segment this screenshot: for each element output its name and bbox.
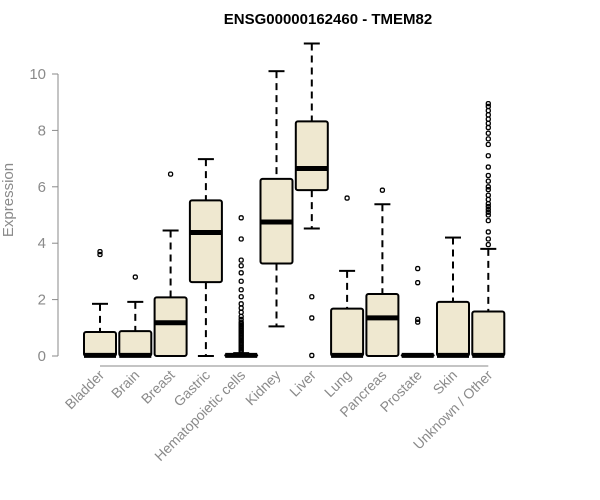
box-6 xyxy=(294,42,329,359)
box-rect xyxy=(365,292,400,357)
outlier-point xyxy=(485,196,491,203)
outlier-point xyxy=(238,313,244,320)
outlier-point xyxy=(309,315,315,321)
outlier-point xyxy=(485,241,491,248)
x-tick-label: Skin xyxy=(430,367,461,398)
y-axis: 0 2 4 6 8 10 xyxy=(29,66,59,365)
outlier-point xyxy=(485,112,491,118)
outlier-point xyxy=(415,319,421,325)
outlier-point xyxy=(485,103,491,110)
outlier-point xyxy=(344,195,350,201)
outlier-point xyxy=(485,120,491,126)
outlier-point xyxy=(238,301,244,307)
outlier-point xyxy=(485,236,491,242)
outlier-point xyxy=(415,280,421,286)
box-rect xyxy=(153,296,188,357)
outlier-point xyxy=(238,309,244,315)
y-tick-label: 4 xyxy=(38,235,46,252)
outlier-point xyxy=(238,263,244,269)
outlier-point xyxy=(485,206,491,213)
outlier-point xyxy=(309,294,315,300)
outlier-point xyxy=(132,274,138,280)
box-2 xyxy=(153,171,188,357)
outlier-point xyxy=(485,116,491,122)
outlier-point xyxy=(485,136,491,142)
boxes-group xyxy=(83,42,506,359)
outlier-point xyxy=(485,184,491,190)
box-7 xyxy=(330,195,365,358)
y-axis-label: Expression xyxy=(0,163,17,237)
outlier-point xyxy=(415,316,421,322)
outlier-point xyxy=(485,203,491,210)
outlier-point xyxy=(485,108,491,114)
box-4 xyxy=(224,215,259,358)
outlier-point xyxy=(238,287,244,293)
outlier-point xyxy=(238,270,244,276)
box-11 xyxy=(471,100,506,358)
outlier-point xyxy=(485,178,491,184)
outlier-point xyxy=(309,352,315,359)
outlier-point xyxy=(485,229,491,235)
outlier-point xyxy=(238,278,244,284)
box-rect xyxy=(436,300,470,357)
box-1 xyxy=(118,274,153,358)
box-5 xyxy=(259,70,294,328)
outlier-point xyxy=(238,294,244,300)
y-tick-label: 6 xyxy=(38,179,46,196)
y-tick-label: 8 xyxy=(38,122,46,139)
box-rect xyxy=(188,199,223,284)
x-tick-label: Kidney xyxy=(242,367,284,409)
outlier-point xyxy=(97,249,103,255)
y-tick-label: 10 xyxy=(29,66,46,83)
box-rect xyxy=(471,310,506,357)
box-10 xyxy=(436,236,470,358)
outlier-point xyxy=(485,100,491,107)
y-tick-label: 0 xyxy=(38,348,46,365)
outlier-point xyxy=(485,209,491,215)
outlier-point xyxy=(238,215,244,221)
outlier-point xyxy=(485,164,491,170)
outlier-point xyxy=(485,186,491,193)
outlier-point xyxy=(485,172,491,179)
outlier-point xyxy=(238,305,244,311)
box-3 xyxy=(188,158,223,357)
outlier-point xyxy=(485,201,491,207)
outlier-point xyxy=(238,319,244,325)
outlier-point xyxy=(485,124,491,131)
outlier-point xyxy=(485,141,491,148)
outlier-point xyxy=(97,251,103,258)
box-9 xyxy=(400,265,435,358)
box-rect xyxy=(294,120,329,192)
outlier-point xyxy=(379,187,386,193)
outlier-point xyxy=(238,257,244,263)
outlier-point xyxy=(485,130,491,136)
outlier-point xyxy=(485,153,491,159)
box-rect xyxy=(330,307,365,357)
outlier-point xyxy=(238,316,244,322)
y-tick-label: 2 xyxy=(38,292,46,309)
outlier-point xyxy=(238,236,244,242)
outlier-point xyxy=(485,212,491,218)
outlier-point xyxy=(485,192,491,198)
x-tick-label: Liver xyxy=(286,367,319,400)
box-rect xyxy=(118,330,153,357)
box-0 xyxy=(83,249,117,358)
x-tick-label: Bladder xyxy=(62,367,108,413)
outlier-point xyxy=(167,171,174,177)
box-8 xyxy=(365,187,400,357)
box-rect xyxy=(83,331,117,357)
chart-title: ENSG00000162460 - TMEM82 xyxy=(224,11,432,28)
outlier-point xyxy=(415,265,421,272)
outlier-point xyxy=(485,217,491,224)
